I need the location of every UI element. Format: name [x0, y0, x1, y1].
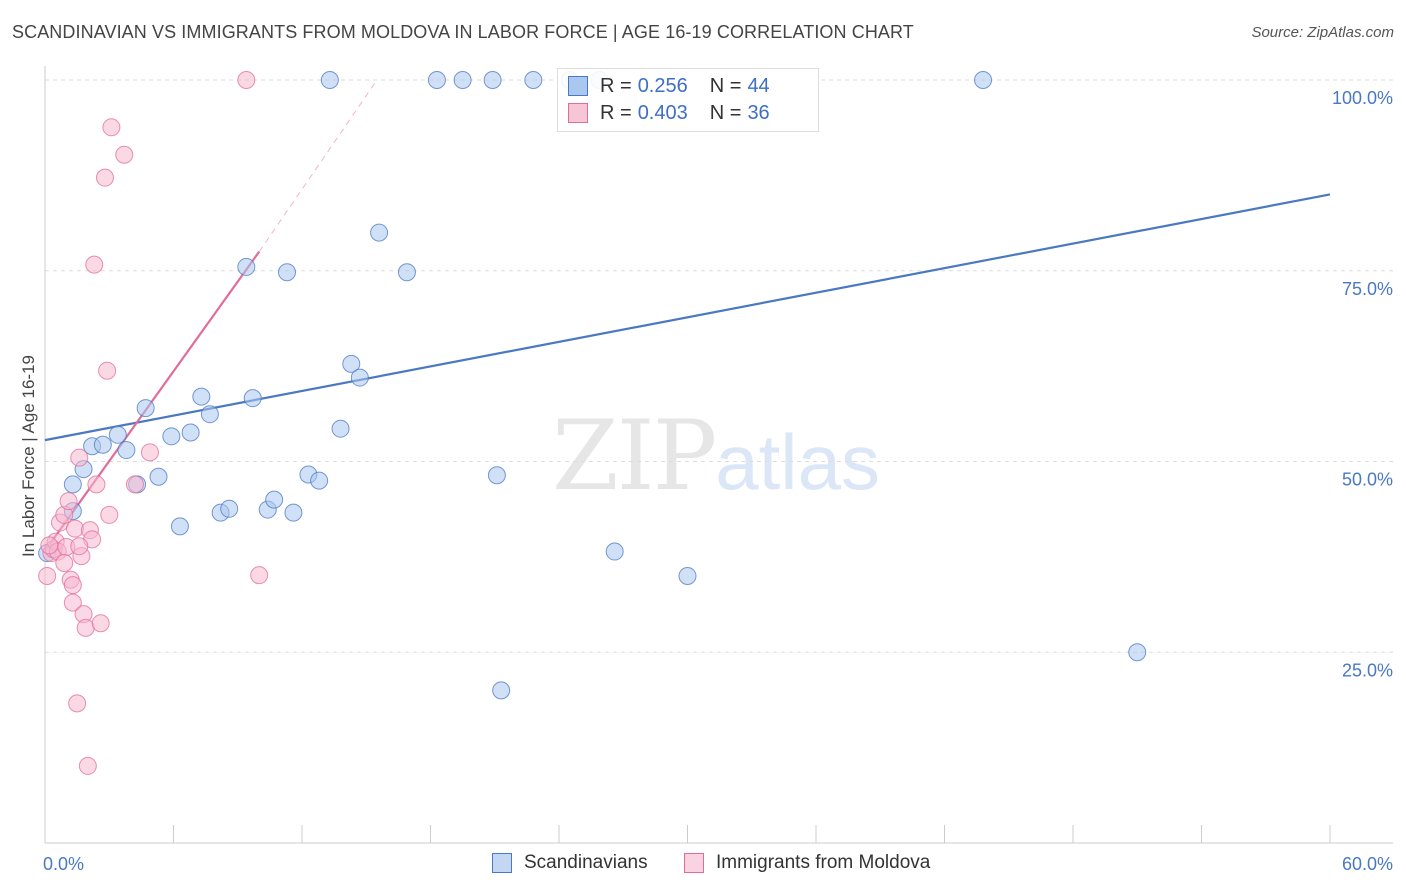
x-tick-label: 0.0%: [43, 854, 84, 874]
scandinavian-point: [310, 471, 329, 490]
moldova-point: [68, 694, 87, 713]
x-tick-label: 60.0%: [1342, 854, 1393, 874]
watermark: ZIPatlas: [552, 400, 880, 512]
scandinavian-point: [117, 441, 136, 460]
scandinavian-point: [136, 399, 155, 418]
scandinavian-point: [492, 681, 511, 700]
scandinavian-point: [524, 71, 543, 89]
legend-item-moldova: Immigrants from Moldova: [684, 852, 930, 874]
legend-swatch-pink: [568, 103, 588, 123]
legend-n-label: N =: [709, 74, 742, 97]
scandinavian-point: [678, 566, 697, 585]
chart-title: SCANDINAVIAN VS IMMIGRANTS FROM MOLDOVA …: [12, 22, 914, 42]
legend-swatch-blue: [568, 76, 588, 96]
legend-n-value: 44: [747, 74, 770, 97]
trend-lines: [44, 79, 1331, 552]
moldova-point: [38, 566, 57, 585]
axis-labels: 25.0% 50.0% 75.0% 100.0% 0.0% 60.0% In Labor F…: [19, 88, 1393, 874]
legend-label-moldova: Immigrants from Moldova: [716, 852, 931, 873]
y-tick-label: 25.0%: [1342, 660, 1393, 680]
y-axis-title: In Labor Force | Age 16-19: [19, 355, 38, 557]
moldova-point: [115, 145, 134, 164]
scandinavian-point: [200, 405, 219, 424]
moldova-point: [70, 537, 89, 556]
moldova-point: [237, 71, 256, 89]
scandinavian-point: [284, 503, 303, 522]
scandinavian-point: [483, 71, 502, 89]
moldova-point: [63, 576, 82, 595]
moldova-point: [250, 566, 269, 585]
y-tick-label: 50.0%: [1342, 470, 1393, 490]
scandinavian-point: [278, 263, 297, 282]
legend-item-scandinavians: Scandinavians: [492, 852, 648, 874]
scandinavian-point: [108, 425, 127, 444]
scandinavian-point: [243, 389, 262, 408]
trend-line-scandinavians: [44, 193, 1331, 442]
scandinavian-point: [974, 71, 993, 89]
moldova-point: [98, 361, 117, 380]
scandinavian-point: [237, 257, 256, 276]
moldova-point: [78, 756, 97, 775]
scandinavian-point: [331, 419, 350, 438]
scandinavian-point: [370, 223, 389, 242]
scandinavian-point: [427, 71, 446, 89]
moldova-point: [87, 475, 106, 494]
scandinavian-point: [181, 423, 200, 442]
grid-lines: [45, 79, 1393, 653]
correlation-legend: R = 0.256 N = 44 R = 0.403 N = 36: [557, 68, 819, 132]
series-legend: Scandinavians Immigrants from Moldova: [0, 852, 1406, 878]
legend-swatch-blue: [492, 853, 512, 873]
legend-row-scandinavians: R = 0.256 N = 44: [568, 73, 770, 99]
source-credit: Source: ZipAtlas.com: [1251, 24, 1394, 41]
scandinavian-point: [605, 542, 624, 561]
y-tick-label: 75.0%: [1342, 279, 1393, 299]
trend-line-moldova: [44, 251, 261, 552]
moldova-point: [40, 536, 59, 555]
scandinavian-point: [1128, 643, 1147, 662]
scandinavian-point: [170, 517, 189, 536]
moldova-point: [70, 448, 89, 467]
scandinavian-point: [162, 427, 181, 446]
scandinavian-point: [350, 368, 369, 387]
scandinavian-point: [220, 499, 239, 518]
moldova-point: [59, 492, 78, 511]
legend-n-label: N =: [709, 101, 742, 124]
y-tick-label: 100.0%: [1332, 88, 1393, 108]
moldova-point: [65, 519, 84, 538]
moldova-point: [55, 553, 74, 572]
moldova-point: [102, 118, 121, 137]
legend-r-label: R =: [600, 74, 632, 97]
moldova-point: [125, 475, 144, 494]
legend-n-value: 36: [747, 101, 770, 124]
moldova-point: [76, 618, 95, 637]
scandinavian-point: [265, 490, 284, 509]
legend-row-moldova: R = 0.403 N = 36: [568, 100, 770, 126]
axes: [44, 66, 1393, 844]
moldova-point: [95, 168, 114, 187]
scandinavian-point: [487, 466, 506, 485]
trend-extension-moldova: [258, 79, 378, 252]
scandinavian-point: [63, 475, 82, 494]
legend-r-value: 0.256: [637, 74, 688, 97]
watermark-zip: ZIP: [552, 400, 717, 512]
legend-swatch-pink: [684, 853, 704, 873]
moldova-point: [63, 593, 82, 612]
data-points: [38, 71, 1147, 775]
legend-label-scandinavians: Scandinavians: [524, 852, 648, 873]
moldova-point: [140, 443, 159, 462]
moldova-point: [91, 614, 110, 633]
moldova-point: [100, 505, 119, 524]
legend-r-label: R =: [600, 101, 632, 124]
scandinavian-point: [149, 467, 168, 486]
scandinavian-point: [453, 71, 472, 89]
scandinavian-point: [93, 435, 112, 454]
moldova-point: [85, 255, 104, 274]
scandinavian-point: [320, 71, 339, 89]
scandinavian-point: [342, 354, 361, 373]
legend-r-value: 0.403: [637, 101, 688, 124]
scandinavian-point: [192, 387, 211, 406]
scandinavian-point: [397, 263, 416, 282]
